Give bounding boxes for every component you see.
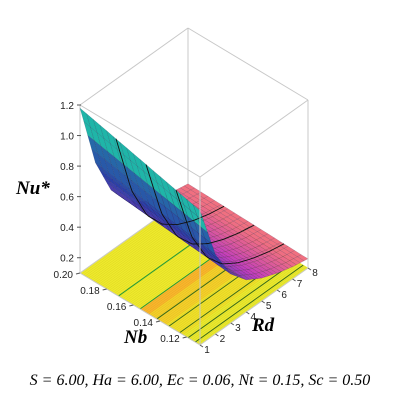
x-tick-label: 2 <box>220 334 226 345</box>
box-edge <box>79 104 201 178</box>
y-tick-label: 0.18 <box>80 286 100 297</box>
x-tick-label: 1 <box>204 345 210 356</box>
x-tick-mark <box>276 289 281 293</box>
z-tick-label: 0.2 <box>60 254 74 265</box>
floor-hatch <box>191 262 300 341</box>
surface-level-line <box>115 138 225 225</box>
box-edge <box>199 99 309 178</box>
box-edge <box>199 267 309 346</box>
y-tick-label: 0.12 <box>160 334 180 345</box>
z-tick-label: 0.6 <box>60 193 74 204</box>
x-tick-mark <box>230 322 235 326</box>
y-tick-mark <box>155 320 161 323</box>
bounding-box-front <box>79 27 309 346</box>
z-axis-title: Nu* <box>15 178 50 199</box>
z-tick-label: 0.8 <box>60 162 74 173</box>
x-tick-label: 3 <box>235 323 241 334</box>
x-tick-label: 6 <box>281 290 287 301</box>
box-edge <box>79 272 201 346</box>
box-edge <box>187 27 309 101</box>
x-axis-title: Rd <box>251 315 275 336</box>
floor-hatch <box>198 266 307 345</box>
x-tick-mark <box>199 344 204 348</box>
x-tick-mark <box>292 278 296 282</box>
box-edge <box>79 27 189 106</box>
y-tick-mark <box>75 272 81 275</box>
z-tick-label: 1.2 <box>60 101 74 112</box>
surface-level-line <box>175 189 285 265</box>
x-tick-mark <box>215 333 219 337</box>
floor-hatch <box>189 261 298 339</box>
z-tick-label: 1.0 <box>60 132 74 143</box>
y-axis-title: Nb <box>123 327 147 348</box>
x-tick-mark <box>246 311 250 315</box>
floor-hatch <box>196 265 305 344</box>
bounding-box-back <box>79 27 189 274</box>
x-tick-mark <box>261 300 265 304</box>
contour-line <box>194 264 304 343</box>
y-tick-mark <box>102 288 107 291</box>
y-tick-label: 0.16 <box>107 302 127 313</box>
z-tick-label: 0.4 <box>60 223 74 234</box>
x-tick-label: 8 <box>312 268 318 279</box>
y-tick-mark <box>182 336 187 339</box>
floor-hatch <box>193 263 302 342</box>
x-tick-label: 4 <box>251 312 257 323</box>
y-tick-mark <box>129 304 134 307</box>
x-tick-label: 5 <box>266 301 272 312</box>
y-tick-label: 0.14 <box>134 318 154 329</box>
x-tick-label: 7 <box>297 279 303 290</box>
parameter-caption: S = 6.00, Ha = 6.00, Ec = 0.06, Nt = 0.1… <box>29 372 371 389</box>
y-tick-label: 0.20 <box>54 270 74 281</box>
surface-mesh <box>79 107 309 281</box>
contour-line <box>187 260 297 339</box>
x-tick-mark <box>307 267 312 271</box>
